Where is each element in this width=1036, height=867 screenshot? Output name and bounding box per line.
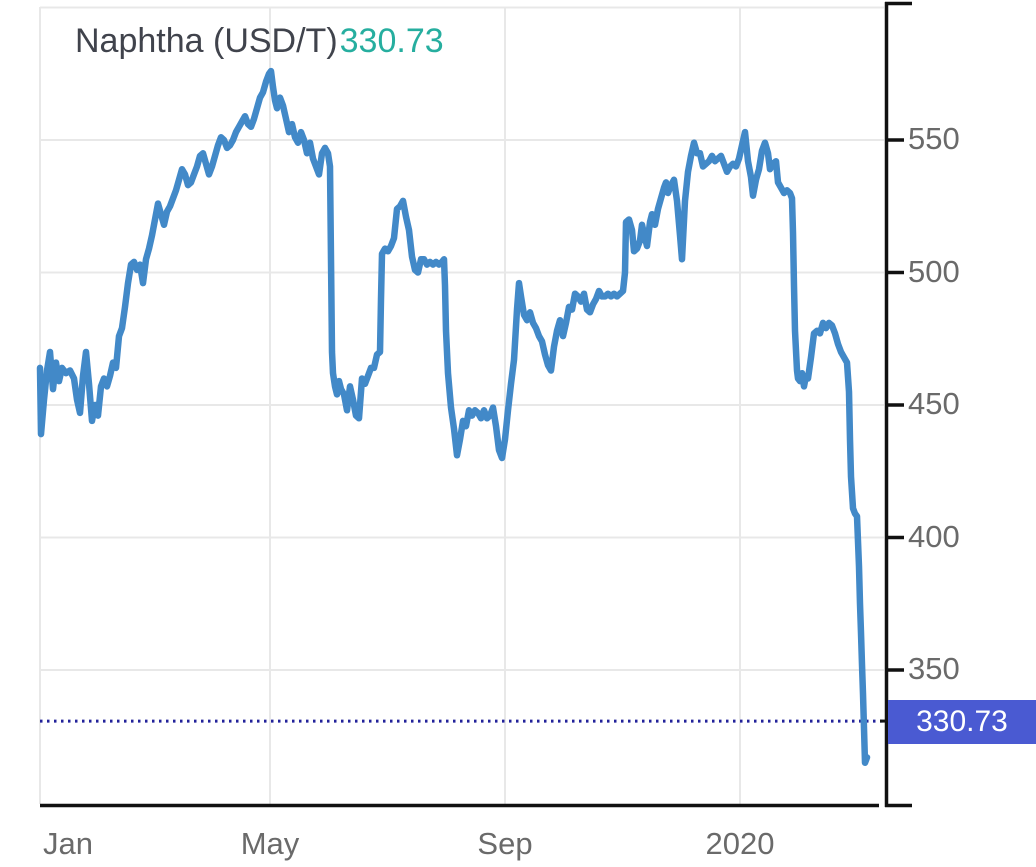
x-axis-tick-label: 2020 bbox=[705, 826, 775, 861]
y-axis-tick-label: 450 bbox=[908, 386, 960, 421]
x-axis-tick-label: Jan bbox=[43, 826, 93, 861]
last-price-value: 330.73 bbox=[339, 22, 444, 60]
instrument-name: Naphtha (USD/T) bbox=[75, 22, 338, 60]
current-price-badge-text: 330.73 bbox=[916, 705, 1008, 739]
price-line-series bbox=[36, 67, 871, 767]
y-axis-tick-label: 500 bbox=[908, 253, 960, 289]
x-axis-tick-label: May bbox=[240, 826, 300, 861]
y-axis-tick-label: 350 bbox=[908, 651, 960, 686]
chart-title: Naphtha (USD/T)330.73 bbox=[75, 22, 444, 61]
current-price-badge: 330.73 bbox=[888, 700, 1036, 745]
y-axis-tick-label: 400 bbox=[908, 518, 960, 554]
y-axis-tick-label: 550 bbox=[908, 121, 960, 156]
x-axis-tick-label: Sep bbox=[477, 826, 533, 861]
